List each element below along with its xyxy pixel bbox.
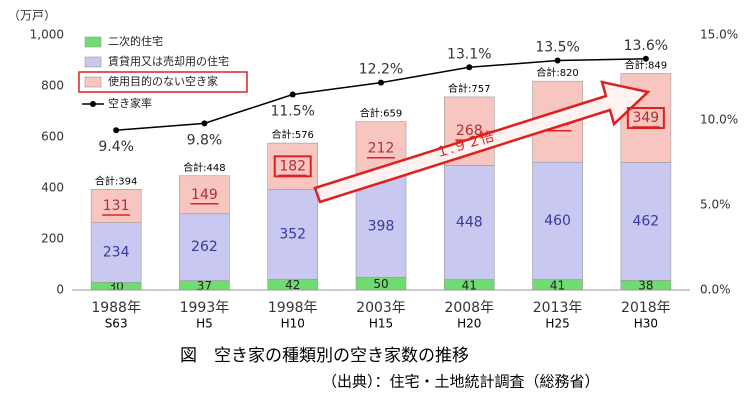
y2-tick-label: 5.0% (700, 198, 731, 212)
rate-label: 9.4% (98, 139, 134, 155)
y-tick-label: 200 (41, 232, 64, 246)
rate-point (201, 120, 208, 127)
bar-value-label: 182 (279, 158, 306, 174)
bar-value-label: 37 (197, 279, 212, 293)
total-label: 合計:820 (536, 66, 578, 79)
x-tick-label: 2008年 (444, 300, 494, 316)
legend-swatch (84, 36, 102, 48)
rate-point (378, 79, 384, 86)
y-axis-label: （万戸） (8, 9, 56, 23)
bar-segment (90, 222, 142, 283)
bar-value-label: 448 (456, 214, 483, 230)
total-label: 合計:576 (271, 128, 313, 141)
era-label: H30 (634, 317, 658, 331)
x-tick-label: 1988年 (91, 300, 141, 316)
bar-value-label: 398 (368, 219, 395, 235)
rate-label: 12.2% (359, 62, 403, 78)
total-label: 合計:448 (183, 161, 225, 174)
x-tick-label: 2018年 (621, 300, 671, 316)
source: （出典）：住宅・土地統計調査（総務省） (322, 373, 600, 391)
bar-segment (267, 189, 319, 280)
x-tick-label: 1998年 (268, 300, 318, 316)
x-tick-label: 1993年 (180, 300, 230, 316)
bar-value-label: 212 (368, 141, 395, 157)
total-label: 合計:849 (625, 59, 667, 72)
bar-value-label: 460 (544, 213, 571, 229)
rate-label: 13.6% (624, 38, 668, 54)
rate-point (113, 127, 120, 134)
y-tick-label: 600 (41, 130, 64, 144)
bar-value-label: 349 (632, 110, 659, 126)
rate-label: 13.1% (447, 46, 491, 62)
total-label: 合計:659 (360, 107, 402, 120)
y2-tick-label: 10.0% (700, 113, 738, 127)
bar-value-label: 352 (279, 226, 306, 242)
y-tick-label: 0 (56, 283, 64, 297)
bar-value-label: 262 (191, 239, 218, 255)
total-label: 合計:394 (95, 174, 137, 187)
bar-segment (532, 161, 583, 280)
bar-value-label: 41 (550, 278, 565, 292)
highlight-box (626, 107, 665, 130)
rate-point (642, 55, 649, 62)
bar-value-label: 131 (103, 198, 130, 214)
bar-value-label: 41 (462, 278, 477, 292)
caption: 図 空き家の種類別の空き家数の推移 (180, 346, 469, 366)
rate-label: 9.8% (187, 132, 223, 148)
legend-label: 二次的住宅 (108, 34, 163, 48)
rate-label: 13.5% (535, 40, 579, 56)
bar-segment (179, 213, 230, 281)
bar-value-label: 268 (456, 123, 483, 139)
highlight-box (273, 155, 312, 178)
bar-segment (443, 165, 495, 280)
legend-label: 使用目的のない空き家 (108, 74, 218, 88)
bar-value-label: 462 (632, 213, 659, 229)
bar-segment (355, 175, 407, 278)
bar-segment (620, 162, 672, 281)
bar-segment (267, 142, 319, 190)
legend-highlight (78, 71, 248, 93)
era-label: S63 (105, 317, 128, 331)
era-label: H20 (457, 317, 481, 331)
bar-value-label: 42 (285, 278, 300, 292)
y-tick-label: 800 (41, 79, 64, 93)
legend-label: 空き家率 (108, 96, 152, 110)
y2-tick-label: 0.0% (700, 283, 731, 297)
rate-point (554, 57, 561, 64)
y2-tick-label: 15.0% (700, 28, 738, 42)
x-tick-label: 2003年 (356, 300, 406, 316)
era-label: H15 (369, 317, 393, 331)
rate-point (466, 64, 473, 71)
y-tick-label: 1,000 (30, 28, 64, 42)
era-label: H25 (545, 317, 569, 331)
x-tick-label: 2013年 (533, 300, 583, 316)
rate-point (289, 91, 296, 98)
legend-label: 賃貸用又は売却用の住宅 (108, 54, 229, 68)
era-label: H5 (196, 317, 213, 331)
era-label: H10 (281, 317, 305, 331)
bar-segment (90, 188, 142, 223)
y-tick-label: 400 (41, 181, 64, 195)
legend-point (90, 101, 96, 107)
rate-label: 11.5% (270, 104, 314, 120)
bar-value-label: 50 (373, 277, 388, 291)
bar-value-label: 234 (103, 245, 130, 261)
total-label: 合計:757 (448, 82, 490, 95)
legend-swatch (84, 56, 102, 68)
bar-value-label: 38 (638, 279, 653, 293)
legend-swatch (84, 76, 102, 88)
bar-value-label: 149 (191, 187, 218, 203)
bar-segment (179, 175, 230, 215)
